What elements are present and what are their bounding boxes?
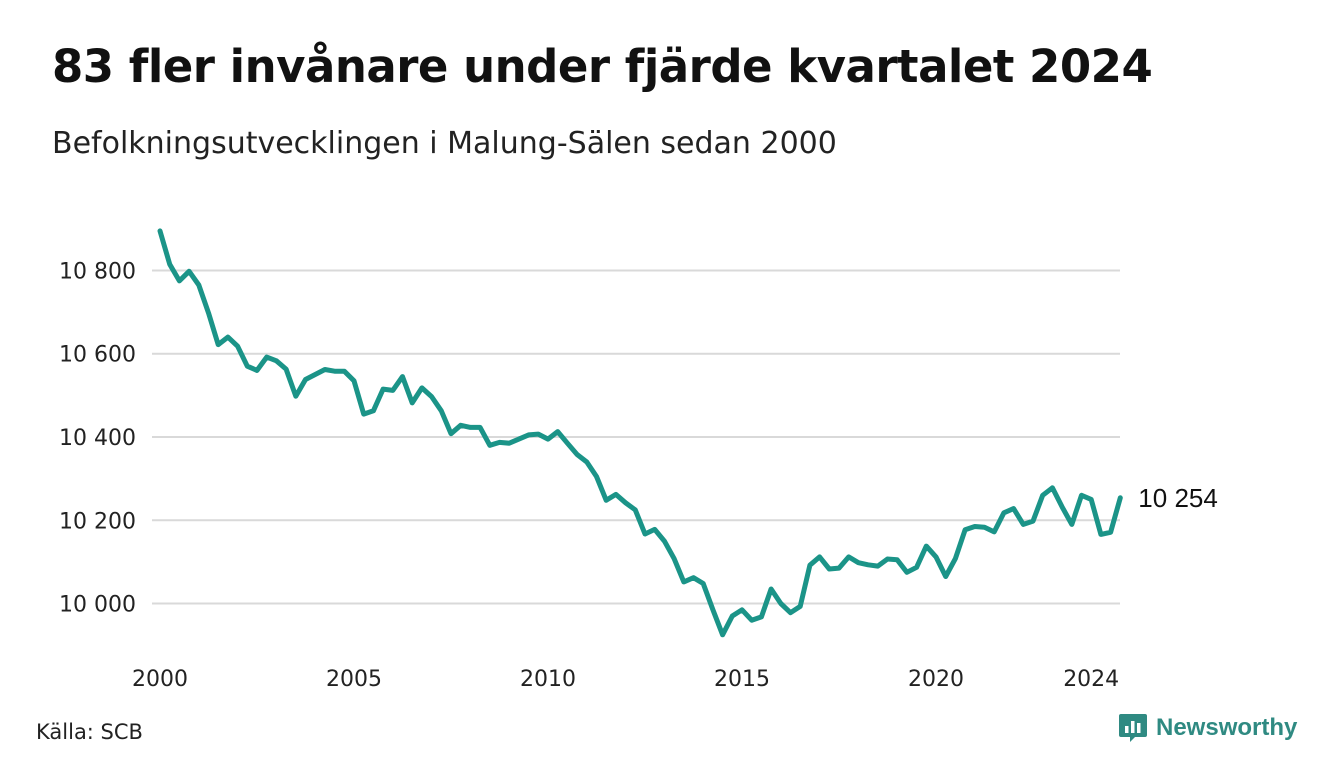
x-tick-label: 2000	[132, 667, 188, 692]
x-tick-label: 2005	[326, 667, 382, 692]
x-tick-label: 2010	[520, 667, 576, 692]
source-label: Källa: SCB	[36, 720, 143, 744]
x-tick-label: 2024	[1063, 667, 1119, 692]
x-tick-label: 2020	[908, 667, 964, 692]
y-tick-label: 10 200	[59, 509, 136, 534]
brand-name: Newsworthy	[1156, 714, 1298, 741]
y-tick-label: 10 400	[59, 426, 136, 451]
y-tick-label: 10 800	[59, 259, 136, 284]
y-tick-label: 10 600	[59, 343, 136, 368]
chart-title: 83 fler invånare under fjärde kvartalet …	[52, 40, 1153, 93]
y-tick-label: 10 000	[59, 593, 136, 618]
series-line	[157, 228, 1123, 638]
chart-subtitle: Befolkningsutvecklingen i Malung-Sälen s…	[52, 126, 837, 161]
brand: Newsworthy	[1118, 712, 1297, 744]
x-tick-label: 2015	[714, 667, 770, 692]
end-value-label: 10 254	[1138, 483, 1218, 513]
newsworthy-logo-icon	[1119, 714, 1147, 742]
